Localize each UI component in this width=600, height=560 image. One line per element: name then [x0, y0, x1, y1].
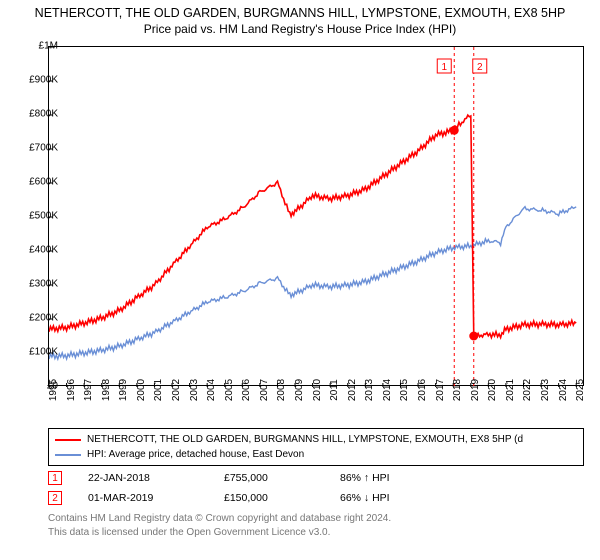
x-tick-label: 2022 — [522, 379, 533, 401]
x-tick-label: 2010 — [312, 379, 323, 401]
legend-swatch — [55, 454, 81, 456]
plot-svg: 12 — [49, 47, 585, 387]
y-tick-label: £100K — [14, 347, 58, 358]
x-tick-label: 2007 — [259, 379, 270, 401]
x-tick-label: 2021 — [505, 379, 516, 401]
y-tick-label: £300K — [14, 279, 58, 290]
x-tick-label: 2000 — [136, 379, 147, 401]
y-tick-label: £600K — [14, 177, 58, 188]
x-tick-label: 1998 — [101, 379, 112, 401]
y-tick-label: £500K — [14, 211, 58, 222]
credits-line: Contains HM Land Registry data © Crown c… — [48, 512, 584, 526]
annotation-diff: 86% ↑ HPI — [340, 472, 440, 484]
x-tick-label: 2002 — [171, 379, 182, 401]
title-block: NETHERCOTT, THE OLD GARDEN, BURGMANNS HI… — [0, 0, 600, 36]
svg-text:2: 2 — [477, 62, 483, 73]
y-tick-label: £400K — [14, 245, 58, 256]
legend-label: HPI: Average price, detached house, East… — [87, 449, 304, 460]
chart-title: NETHERCOTT, THE OLD GARDEN, BURGMANNS HI… — [0, 6, 600, 20]
plot-area: 12 — [48, 46, 584, 386]
credits: Contains HM Land Registry data © Crown c… — [48, 512, 584, 539]
chart-container: NETHERCOTT, THE OLD GARDEN, BURGMANNS HI… — [0, 0, 600, 560]
x-tick-label: 2012 — [347, 379, 358, 401]
x-tick-label: 2016 — [417, 379, 428, 401]
x-tick-label: 1997 — [83, 379, 94, 401]
x-tick-label: 2011 — [329, 379, 340, 401]
x-tick-label: 1995 — [48, 379, 59, 401]
annotation-date: 22-JAN-2018 — [88, 472, 198, 484]
x-tick-label: 2005 — [224, 379, 235, 401]
x-tick-label: 2006 — [241, 379, 252, 401]
annotation-table: 1 22-JAN-2018 £755,000 86% ↑ HPI 2 01-MA… — [48, 468, 584, 508]
x-tick-label: 2001 — [153, 379, 164, 401]
y-tick-label: £900K — [14, 75, 58, 86]
svg-text:1: 1 — [441, 62, 447, 73]
credits-line: This data is licensed under the Open Gov… — [48, 526, 584, 540]
legend: NETHERCOTT, THE OLD GARDEN, BURGMANNS HI… — [48, 428, 584, 466]
y-tick-label: £800K — [14, 109, 58, 120]
x-tick-label: 1996 — [66, 379, 77, 401]
annotation-number-box: 2 — [48, 491, 62, 505]
x-tick-label: 2004 — [206, 379, 217, 401]
legend-label: NETHERCOTT, THE OLD GARDEN, BURGMANNS HI… — [87, 434, 523, 445]
x-tick-label: 2023 — [540, 379, 551, 401]
y-tick-label: £200K — [14, 313, 58, 324]
x-tick-label: 2020 — [487, 379, 498, 401]
x-tick-label: 2014 — [382, 379, 393, 401]
legend-row: NETHERCOTT, THE OLD GARDEN, BURGMANNS HI… — [55, 432, 577, 447]
legend-swatch — [55, 439, 81, 441]
x-tick-label: 2018 — [452, 379, 463, 401]
x-tick-label: 2013 — [364, 379, 375, 401]
x-tick-label: 2009 — [294, 379, 305, 401]
annotation-row: 2 01-MAR-2019 £150,000 66% ↓ HPI — [48, 488, 584, 508]
x-tick-label: 2003 — [189, 379, 200, 401]
annotation-date: 01-MAR-2019 — [88, 492, 198, 504]
x-tick-label: 2015 — [399, 379, 410, 401]
x-tick-label: 2008 — [276, 379, 287, 401]
x-tick-label: 2024 — [558, 379, 569, 401]
x-tick-label: 2019 — [470, 379, 481, 401]
annotation-number-box: 1 — [48, 471, 62, 485]
x-tick-label: 2017 — [435, 379, 446, 401]
chart-subtitle: Price paid vs. HM Land Registry's House … — [0, 22, 600, 36]
annotation-row: 1 22-JAN-2018 £755,000 86% ↑ HPI — [48, 468, 584, 488]
y-tick-label: £1M — [14, 41, 58, 52]
annotation-price: £755,000 — [224, 472, 314, 484]
annotation-price: £150,000 — [224, 492, 314, 504]
x-tick-label: 2025 — [575, 379, 586, 401]
y-tick-label: £700K — [14, 143, 58, 154]
legend-row: HPI: Average price, detached house, East… — [55, 447, 577, 462]
x-tick-label: 1999 — [118, 379, 129, 401]
annotation-diff: 66% ↓ HPI — [340, 492, 440, 504]
